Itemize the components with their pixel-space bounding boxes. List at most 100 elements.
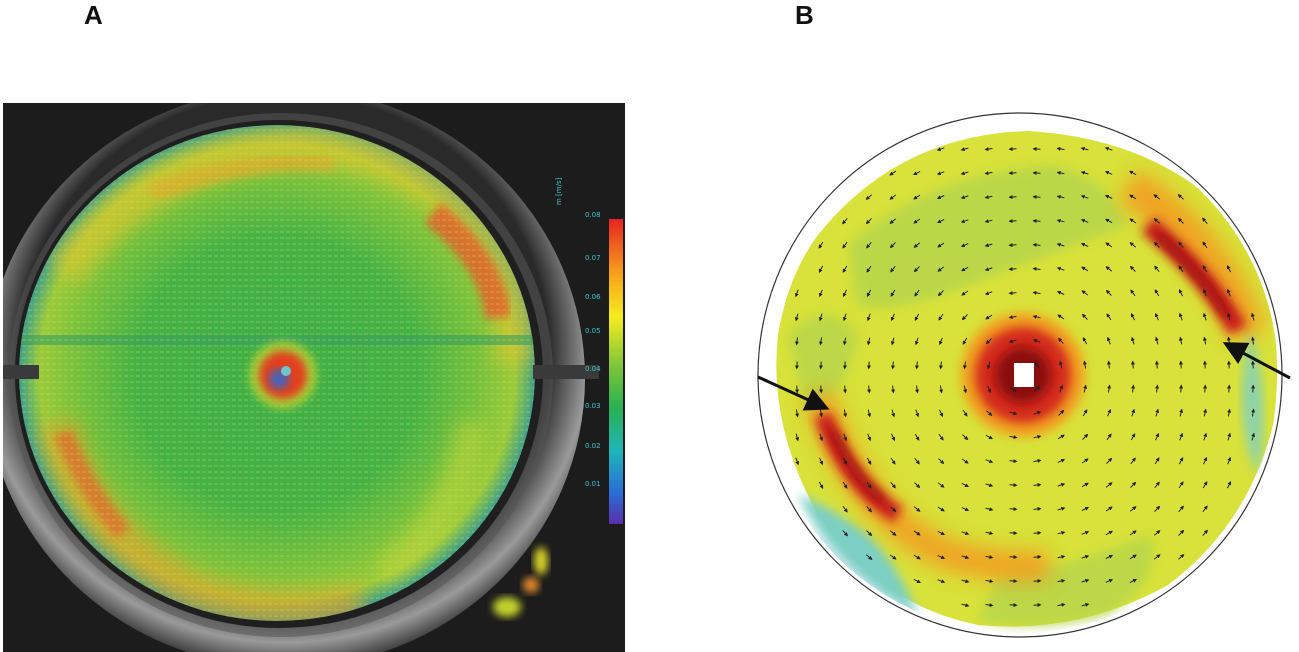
velocity-vector bbox=[842, 289, 847, 298]
velocity-vector bbox=[795, 433, 800, 442]
velocity-vector bbox=[818, 481, 824, 489]
velocity-vector bbox=[1251, 432, 1256, 441]
velocity-vector bbox=[1202, 288, 1207, 297]
velocity-vector bbox=[1033, 410, 1042, 415]
velocity-vector bbox=[866, 337, 871, 346]
velocity-vector bbox=[1105, 482, 1113, 488]
velocity-vector bbox=[914, 433, 920, 441]
velocity-vector bbox=[1080, 242, 1089, 247]
velocity-vector bbox=[1178, 336, 1183, 345]
velocity-vector bbox=[962, 434, 969, 441]
velocity-vector bbox=[1202, 336, 1207, 345]
velocity-vector bbox=[1129, 265, 1136, 272]
velocity-vector bbox=[986, 410, 993, 416]
velocity-vector bbox=[1178, 312, 1183, 321]
velocity-vector bbox=[914, 337, 919, 346]
velocity-vector bbox=[866, 265, 872, 273]
velocity-vector bbox=[1154, 312, 1159, 321]
velocity-vector bbox=[1203, 432, 1208, 441]
velocity-vector bbox=[1106, 313, 1112, 321]
velocity-vector bbox=[1153, 554, 1161, 560]
velocity-vector bbox=[1080, 194, 1089, 199]
velocity-vector bbox=[1250, 312, 1255, 321]
velocity-vector bbox=[984, 147, 993, 152]
velocity-vector bbox=[1154, 265, 1160, 273]
velocity-vector bbox=[1008, 315, 1017, 320]
velocity-vector bbox=[1250, 336, 1255, 345]
velocity-vector bbox=[818, 241, 824, 249]
velocity-vector bbox=[1081, 530, 1090, 535]
velocity-vector bbox=[818, 313, 823, 322]
velocity-vector bbox=[1202, 312, 1207, 321]
simulated-velocity-panel bbox=[748, 95, 1299, 652]
velocity-vector bbox=[913, 578, 921, 584]
velocity-vector bbox=[1155, 432, 1160, 441]
velocity-vector bbox=[1033, 482, 1042, 487]
velocity-vector bbox=[867, 409, 872, 418]
velocity-vector bbox=[1178, 529, 1185, 536]
velocity-vector bbox=[1251, 408, 1256, 417]
velocity-vector bbox=[1129, 170, 1137, 176]
velocity-vector bbox=[889, 242, 896, 249]
left-clamp bbox=[3, 365, 39, 379]
velocity-vector bbox=[1058, 360, 1063, 369]
velocity-vector bbox=[1131, 408, 1136, 417]
velocity-vector bbox=[1008, 243, 1017, 248]
velocity-vector bbox=[1153, 218, 1160, 224]
velocity-vector bbox=[1081, 602, 1090, 607]
velocity-vector bbox=[1033, 506, 1042, 511]
velocity-vector bbox=[1082, 433, 1089, 440]
velocity-vector bbox=[1226, 265, 1232, 273]
velocity-vector bbox=[1008, 291, 1017, 296]
velocity-vector bbox=[1082, 360, 1087, 369]
velocity-vector bbox=[1105, 266, 1113, 272]
velocity-vector bbox=[819, 457, 824, 466]
colorbar-tick: 0.01 bbox=[585, 480, 601, 488]
velocity-vector bbox=[1034, 361, 1040, 369]
velocity-vector bbox=[891, 433, 896, 442]
velocity-vector bbox=[794, 337, 799, 346]
velocity-vector bbox=[1155, 408, 1160, 417]
velocity-vector bbox=[961, 458, 969, 464]
bottom-right-spots bbox=[493, 547, 548, 617]
velocity-vector bbox=[1033, 434, 1042, 439]
velocity-vector bbox=[1104, 194, 1113, 199]
velocity-vector bbox=[1032, 314, 1041, 319]
velocity-vector bbox=[1057, 434, 1065, 440]
velocity-vector bbox=[961, 579, 970, 584]
velocity-vector bbox=[1154, 360, 1159, 369]
velocity-vector bbox=[1106, 336, 1111, 345]
velocity-vector bbox=[1056, 242, 1065, 247]
velocity-vector bbox=[1202, 265, 1208, 273]
velocity-vector bbox=[913, 218, 921, 224]
velocity-vector bbox=[984, 195, 993, 200]
velocity-vector bbox=[939, 385, 944, 394]
velocity-vector bbox=[915, 385, 920, 394]
velocity-vector bbox=[842, 265, 848, 273]
velocity-vector bbox=[939, 409, 944, 418]
velocity-vector bbox=[937, 482, 945, 488]
velocity-vector bbox=[1154, 481, 1160, 489]
velocity-vector bbox=[1154, 289, 1160, 297]
velocity-vector bbox=[1057, 506, 1066, 511]
velocity-vector bbox=[985, 531, 994, 536]
velocity-vector bbox=[1130, 433, 1136, 441]
velocity-vector bbox=[985, 314, 993, 320]
velocity-vector bbox=[1105, 578, 1114, 583]
velocity-vector bbox=[987, 385, 992, 394]
velocity-vector bbox=[937, 579, 946, 584]
velocity-vector bbox=[1058, 337, 1064, 344]
velocity-vector bbox=[1130, 289, 1136, 297]
velocity-vector bbox=[1081, 458, 1089, 464]
velocity-field-photo-panel: m [m/s] 0.08 0.07 0.06 0.05 0.04 0.03 0.… bbox=[3, 103, 625, 652]
velocity-vector bbox=[889, 194, 897, 200]
velocity-vector bbox=[914, 361, 919, 370]
velocity-vector bbox=[1056, 266, 1065, 271]
velocity-vector bbox=[1202, 217, 1208, 225]
velocity-vector bbox=[1179, 432, 1184, 441]
velocity-vector bbox=[843, 433, 848, 442]
velocity-vector bbox=[1226, 312, 1231, 321]
velocity-vector bbox=[842, 530, 848, 537]
velocity-vector bbox=[1083, 384, 1088, 393]
velocity-vector bbox=[1008, 339, 1017, 344]
